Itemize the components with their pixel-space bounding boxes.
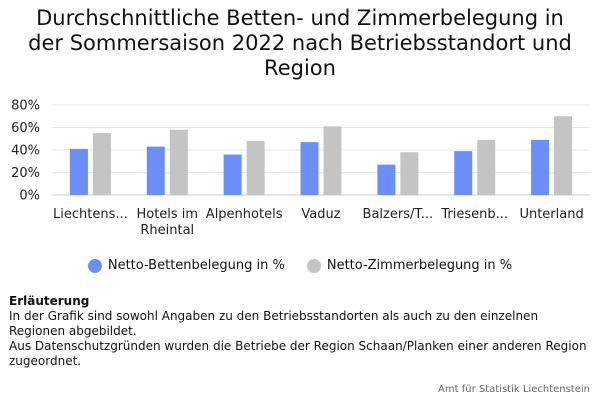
bar-zimmer bbox=[169, 129, 188, 195]
bar-betten bbox=[454, 151, 473, 195]
bar-zimmer bbox=[92, 133, 111, 195]
notes-line: Aus Datenschutzgründen wurden die Betrie… bbox=[9, 339, 587, 368]
notes-line: In der Grafik sind sowohl Angaben zu den… bbox=[9, 309, 539, 338]
bar-zimmer bbox=[246, 141, 265, 195]
bar-chart: 0% 20% 40% 60% 80% Liechtens... Hotels imRhein… bbox=[11, 99, 590, 238]
y-tick-label: 80% bbox=[11, 99, 40, 114]
x-tick-label: Balzers/T... bbox=[363, 207, 434, 222]
x-tick-label: Hotels im bbox=[136, 207, 198, 222]
notes-heading: Erläuterung bbox=[9, 294, 90, 308]
bar-betten bbox=[223, 154, 242, 195]
legend-label-betten: Netto-Bettenbelegung in % bbox=[107, 258, 285, 273]
notes: Erläuterung In der Grafik sind sowohl An… bbox=[9, 294, 594, 369]
x-tick-label: Triesenb... bbox=[440, 207, 508, 222]
x-tick-label: Rheintal bbox=[140, 223, 194, 238]
chart-title: Durchschnittliche Betten- und Zimmerbele… bbox=[0, 6, 600, 81]
bar-betten bbox=[69, 148, 88, 195]
y-tick-label: 60% bbox=[11, 121, 40, 136]
chart-title-line: der Sommersaison 2022 nach Betriebsstand… bbox=[28, 31, 572, 55]
legend-swatch-zimmer bbox=[306, 258, 321, 273]
legend-label-zimmer: Netto-Zimmerbelegung in % bbox=[326, 258, 513, 273]
bar-betten bbox=[146, 146, 165, 195]
x-tick-label: Alpenhotels bbox=[206, 207, 283, 222]
chart-title-line: Durchschnittliche Betten- und Zimmerbele… bbox=[36, 6, 564, 30]
legend-item-betten[interactable]: Netto-Bettenbelegung in % bbox=[87, 258, 285, 273]
y-tick-label: 40% bbox=[11, 144, 40, 159]
source-credit: Amt für Statistik Liechtenstein bbox=[438, 384, 590, 395]
x-tick-label: Liechtens... bbox=[53, 207, 128, 222]
bar-zimmer bbox=[554, 116, 573, 195]
legend-swatch-betten bbox=[87, 258, 102, 273]
x-tick-label: Unterland bbox=[519, 207, 583, 222]
bar-zimmer bbox=[400, 152, 419, 195]
bar-betten bbox=[531, 139, 550, 195]
legend-item-zimmer[interactable]: Netto-Zimmerbelegung in % bbox=[306, 258, 513, 273]
y-tick-label: 0% bbox=[19, 189, 40, 204]
y-tick-label: 20% bbox=[11, 166, 40, 181]
bar-betten bbox=[377, 164, 396, 195]
x-tick-label: Vaduz bbox=[301, 207, 340, 222]
bar-zimmer bbox=[323, 126, 342, 195]
bar-zimmer bbox=[477, 139, 496, 195]
bar-betten bbox=[300, 142, 319, 195]
chart-legend: Netto-Bettenbelegung in % Netto-Zimmerbe… bbox=[0, 258, 600, 273]
chart-title-line: Region bbox=[264, 56, 336, 80]
